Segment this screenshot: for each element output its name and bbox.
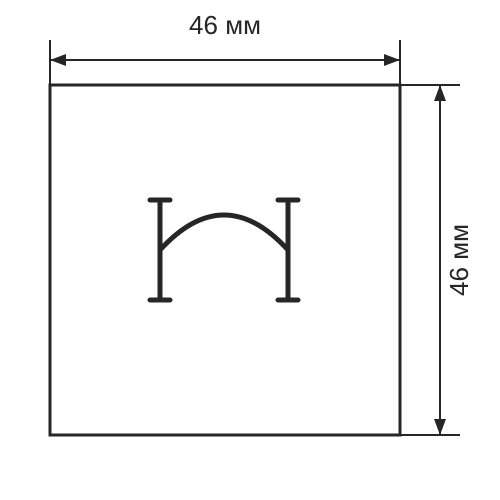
dim-right-arrow-bottom [434,419,446,435]
dim-right-label: 46 мм [444,224,474,296]
product-outline [50,85,400,435]
dim-top-label: 46 мм [189,10,261,40]
dim-right-arrow-top [434,85,446,101]
center-glyph [150,200,298,300]
dimension-diagram: 46 мм 46 мм [0,0,500,500]
dim-top-arrow-left [50,54,66,66]
dim-top-arrow-right [384,54,400,66]
